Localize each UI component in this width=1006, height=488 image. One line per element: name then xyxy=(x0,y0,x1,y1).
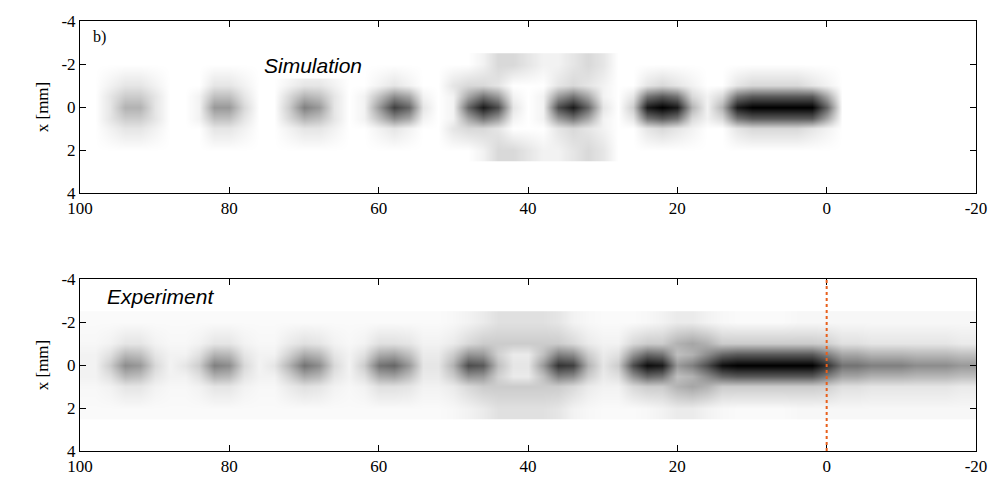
svg-text:-2: -2 xyxy=(61,313,75,332)
svg-text:4: 4 xyxy=(67,184,76,203)
svg-text:80: 80 xyxy=(221,199,238,218)
svg-text:20: 20 xyxy=(669,457,686,476)
svg-text:60: 60 xyxy=(370,457,387,476)
svg-text:-20: -20 xyxy=(965,457,988,476)
svg-text:0: 0 xyxy=(822,457,831,476)
svg-text:80: 80 xyxy=(221,457,238,476)
svg-text:0: 0 xyxy=(822,199,831,218)
svg-text:4: 4 xyxy=(67,442,76,461)
svg-text:Experiment: Experiment xyxy=(107,285,214,308)
svg-text:0: 0 xyxy=(67,98,76,117)
svg-text:0: 0 xyxy=(67,356,76,375)
svg-text:-4: -4 xyxy=(61,270,76,289)
svg-text:-2: -2 xyxy=(61,55,75,74)
svg-text:100: 100 xyxy=(67,457,93,476)
svg-text:40: 40 xyxy=(520,457,537,476)
svg-text:-20: -20 xyxy=(965,199,988,218)
svg-text:40: 40 xyxy=(520,199,537,218)
svg-text:x [mm]: x [mm] xyxy=(33,82,52,133)
svg-text:2: 2 xyxy=(67,399,76,418)
svg-text:b): b) xyxy=(93,28,106,46)
svg-text:-4: -4 xyxy=(61,12,76,31)
svg-text:60: 60 xyxy=(370,199,387,218)
svg-text:20: 20 xyxy=(669,199,686,218)
svg-text:Simulation: Simulation xyxy=(264,54,362,77)
svg-text:x [mm]: x [mm] xyxy=(33,340,52,391)
svg-text:2: 2 xyxy=(67,141,76,160)
svg-text:100: 100 xyxy=(67,199,93,218)
